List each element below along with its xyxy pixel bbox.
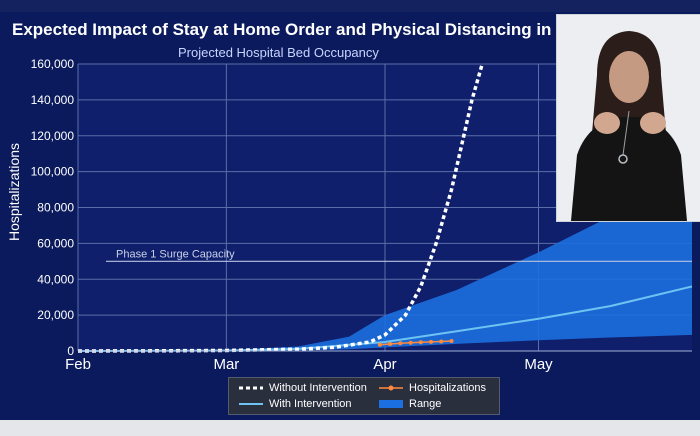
hospitalizations-point [377, 342, 382, 347]
y-tick-label: 140,000 [31, 93, 75, 107]
range-swatch [379, 400, 403, 408]
with-intervention-line [77, 285, 693, 352]
x-tick-label: Mar [213, 356, 239, 373]
without-intervention-line [77, 63, 484, 353]
x-tick-label: May [524, 356, 553, 373]
legend-item-without: Without Intervention [239, 382, 367, 394]
y-tick-label: 80,000 [37, 201, 74, 215]
x-tick-label: Apr [373, 356, 396, 373]
chart-legend: Without Intervention With Intervention H… [228, 377, 500, 415]
legend-item-with: With Intervention [239, 398, 352, 410]
y-tick-label: 60,000 [37, 236, 74, 250]
y-tick-label: 160,000 [31, 57, 75, 71]
interpreter-video-inset [556, 14, 700, 222]
y-tick-label: 120,000 [31, 129, 75, 143]
interpreter-figure [571, 31, 687, 221]
range-band [78, 189, 692, 351]
y-tick-label: 0 [67, 344, 74, 358]
hospitalizations-point [408, 340, 413, 345]
legend-label-without: Without Intervention [269, 382, 367, 394]
legend-item-hospitalizations: Hospitalizations [379, 382, 486, 394]
legend-label-range: Range [409, 398, 442, 410]
bottom-bar [0, 420, 700, 436]
y-tick-label: 40,000 [37, 272, 74, 286]
x-tick-label: Feb [65, 356, 91, 373]
y-tick-label: 100,000 [31, 165, 75, 179]
solid-line-swatch [239, 403, 263, 405]
chart-subtitle: Projected Hospital Bed Occupancy [178, 45, 379, 60]
hospitalizations-point [418, 340, 423, 345]
chart-svg: 0 20,000 40,000 60,000 80,000 100,000 120,000 1… [31, 57, 693, 373]
y-tick-label: 20,000 [37, 308, 74, 322]
hospitalizations-point [429, 339, 434, 344]
surge-capacity-label: Phase 1 Surge Capacity [116, 248, 235, 260]
slide-title: Expected Impact of Stay at Home Order an… [12, 20, 569, 39]
legend-item-range: Range [379, 398, 441, 410]
top-bar [0, 0, 700, 12]
hospitalizations-point [388, 342, 393, 347]
marker-line-swatch [379, 385, 403, 391]
hospitalizations-point [439, 339, 444, 344]
dotted-line-swatch [239, 386, 263, 390]
hospitalizations-point [449, 338, 454, 343]
legend-label-with: With Intervention [269, 398, 352, 410]
legend-label-hospitalizations: Hospitalizations [409, 382, 487, 394]
hospitalizations-point [398, 341, 403, 346]
